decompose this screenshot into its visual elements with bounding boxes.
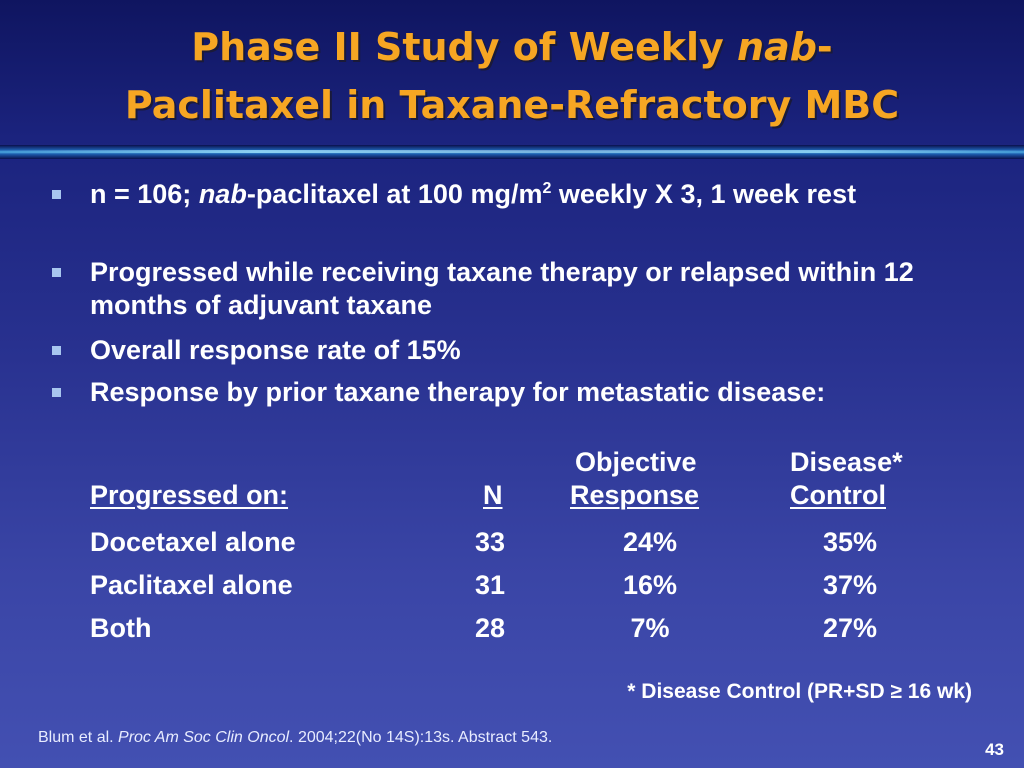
header-objective-line-1: Objective: [575, 447, 697, 477]
slide-title-line-2: Paclitaxel in Taxane-Refractory MBC: [124, 83, 900, 127]
footnote: * Disease Control (PR+SD ≥ 16 wk): [627, 680, 972, 703]
row-disease-control: 27%: [822, 613, 878, 643]
header-disease-line-1: Disease*: [790, 447, 903, 477]
citation: Blum et al. Proc Am Soc Clin Oncol. 2004…: [38, 729, 552, 747]
citation-text: . 2004;22(No 14S):13s. Abstract 543.: [289, 729, 553, 746]
bullet-text: weekly X 3, 1 week rest: [551, 179, 857, 209]
header-disease-line-2: Control: [790, 480, 886, 510]
bullet-text: Overall response rate of 15%: [90, 335, 461, 365]
title-divider: [0, 145, 1024, 159]
square-bullet-icon: [52, 268, 61, 277]
bullet-item: Progressed while receiving taxane therap…: [52, 256, 980, 322]
row-label: Paclitaxel alone: [90, 570, 293, 600]
bullet-italic-text: nab: [198, 179, 247, 209]
header-n: N: [483, 480, 503, 510]
row-disease-control: 35%: [822, 527, 878, 557]
page-number: 43: [985, 740, 1004, 759]
citation-text: Blum et al.: [38, 729, 119, 746]
bullet-text: Response by prior taxane therapy for met…: [90, 377, 826, 407]
bullet-text: -paclitaxel at 100 mg/m: [246, 179, 543, 209]
row-n: 33: [475, 527, 506, 557]
row-objective-response: 7%: [630, 613, 670, 643]
bullet-text: Progressed while receiving taxane therap…: [90, 257, 914, 320]
row-n: 31: [475, 570, 506, 600]
row-label: Docetaxel alone: [90, 527, 296, 557]
square-bullet-icon: [52, 190, 61, 199]
title-italic-text: nab: [737, 25, 817, 69]
row-n: 28: [475, 613, 506, 643]
citation-journal: Proc Am Soc Clin Oncol: [118, 729, 290, 746]
square-bullet-icon: [52, 346, 61, 355]
slide-title: Phase II Study of Weekly nab- Paclitaxel…: [0, 18, 1024, 134]
slide-title-line-1: Phase II Study of Weekly nab-: [0, 18, 1024, 76]
row-disease-control: 37%: [822, 570, 878, 600]
bullet-item: Response by prior taxane therapy for met…: [52, 376, 980, 409]
header-objective-line-2: Response: [570, 480, 700, 510]
row-label: Both: [90, 613, 152, 643]
bullet-text: n = 106;: [90, 179, 199, 209]
square-bullet-icon: [52, 388, 61, 397]
row-objective-response: 24%: [622, 527, 678, 557]
superscript: 2: [542, 180, 552, 197]
bullet-item: Overall response rate of 15%: [52, 334, 980, 367]
row-objective-response: 16%: [622, 570, 678, 600]
header-progressed-on: Progressed on:: [90, 480, 289, 510]
title-hyphen: -: [816, 25, 833, 69]
title-text: Phase II Study of Weekly: [191, 25, 738, 69]
bullet-item: n = 106; nab-paclitaxel at 100 mg/m2 wee…: [52, 178, 980, 211]
